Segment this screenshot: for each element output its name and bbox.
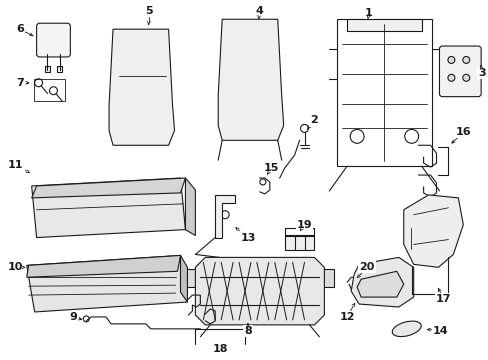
Text: 8: 8 [244, 326, 251, 336]
Polygon shape [218, 19, 283, 140]
FancyBboxPatch shape [439, 46, 480, 96]
Text: 9: 9 [69, 312, 77, 322]
Text: 18: 18 [212, 344, 227, 354]
Text: 11: 11 [8, 160, 23, 170]
Polygon shape [109, 29, 174, 145]
Bar [284, 235, 314, 251]
Polygon shape [195, 257, 324, 325]
Text: 17: 17 [435, 294, 450, 304]
Polygon shape [356, 271, 403, 297]
Text: 10: 10 [8, 262, 23, 272]
Polygon shape [27, 255, 180, 277]
Polygon shape [32, 178, 185, 198]
Bar [57, 66, 62, 72]
Bar [346, 19, 421, 31]
Circle shape [462, 57, 469, 63]
Ellipse shape [391, 321, 420, 337]
Polygon shape [215, 195, 235, 238]
Text: 12: 12 [339, 312, 354, 322]
Text: 4: 4 [255, 6, 264, 16]
FancyBboxPatch shape [37, 23, 70, 57]
Polygon shape [32, 178, 185, 238]
Polygon shape [180, 255, 187, 302]
Text: 1: 1 [365, 8, 372, 18]
Bar [34, 79, 65, 100]
Text: 3: 3 [477, 68, 485, 78]
Bar [337, 19, 431, 166]
Polygon shape [27, 255, 187, 312]
Text: 7: 7 [16, 78, 23, 88]
Circle shape [462, 74, 469, 81]
Bar [284, 228, 314, 235]
Text: 14: 14 [432, 326, 447, 336]
Circle shape [447, 74, 454, 81]
Bar [185, 269, 197, 287]
Text: 5: 5 [144, 6, 152, 16]
Text: 16: 16 [454, 127, 470, 138]
Text: 19: 19 [296, 220, 312, 230]
Polygon shape [350, 257, 413, 307]
Text: 13: 13 [240, 233, 255, 243]
Text: 20: 20 [359, 262, 374, 272]
Polygon shape [403, 195, 462, 267]
Text: 2: 2 [310, 116, 318, 126]
Polygon shape [185, 178, 195, 235]
Circle shape [447, 57, 454, 63]
Text: 15: 15 [264, 163, 279, 173]
Bar [322, 269, 334, 287]
Bar [44, 66, 49, 72]
Text: 6: 6 [16, 24, 23, 34]
